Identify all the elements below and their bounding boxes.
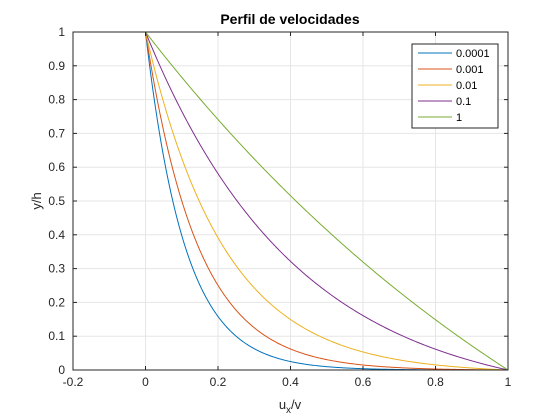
y-tick-label: 0.5	[48, 194, 65, 208]
legend-entry-1: 0.001	[456, 64, 484, 76]
x-tick-label: 0	[142, 375, 149, 389]
y-tick-label: 0.3	[48, 262, 65, 276]
y-tick-label: 0.7	[48, 126, 65, 140]
x-tick-label: 0.2	[210, 375, 227, 389]
y-tick-label: 0.1	[48, 329, 65, 343]
x-axis-label: ux/v	[279, 397, 302, 416]
axis-ticks: -0.2 0 0.2 0.4 0.6 0.8 100.10.20.30.40.50.60.7…	[48, 25, 511, 389]
y-tick-label: 0.2	[48, 295, 65, 309]
series-line-0	[145, 31, 508, 371]
y-tick-label: 0	[58, 363, 65, 377]
x-axis-label-subscript: x	[286, 405, 291, 416]
series-line-3	[145, 31, 509, 371]
legend-entry-3: 0.1	[456, 96, 471, 108]
x-axis-label-main: u	[279, 397, 286, 412]
legend-entry-2: 0.01	[456, 80, 477, 92]
y-tick-label: 0.8	[48, 93, 65, 107]
y-tick-label: 0.9	[48, 59, 65, 73]
legend: 0.0001 0.001 0.01 0.1 1	[411, 43, 499, 129]
y-axis-label: y/h	[29, 192, 44, 209]
legend-entry-0: 0.0001	[456, 48, 490, 60]
y-tick-label: 0.4	[48, 228, 65, 242]
y-tick-label: 1	[58, 25, 65, 39]
series-lines	[145, 31, 509, 371]
y-tick-label: 0.6	[48, 160, 65, 174]
legend-entry-4: 1	[456, 112, 462, 124]
x-axis-label-tail: /v	[291, 397, 302, 412]
x-tick-label: 0.8	[427, 375, 444, 389]
x-tick-label: 0.4	[282, 375, 299, 389]
x-tick-label: 0.6	[355, 375, 372, 389]
series-line-1	[145, 31, 508, 371]
series-line-2	[145, 31, 509, 371]
series-line-4	[145, 31, 509, 371]
chart-title: Perfil de velocidades	[220, 11, 359, 27]
x-tick-label: 1	[505, 375, 512, 389]
legend-box	[411, 43, 499, 129]
x-tick-label: -0.2	[63, 375, 84, 389]
